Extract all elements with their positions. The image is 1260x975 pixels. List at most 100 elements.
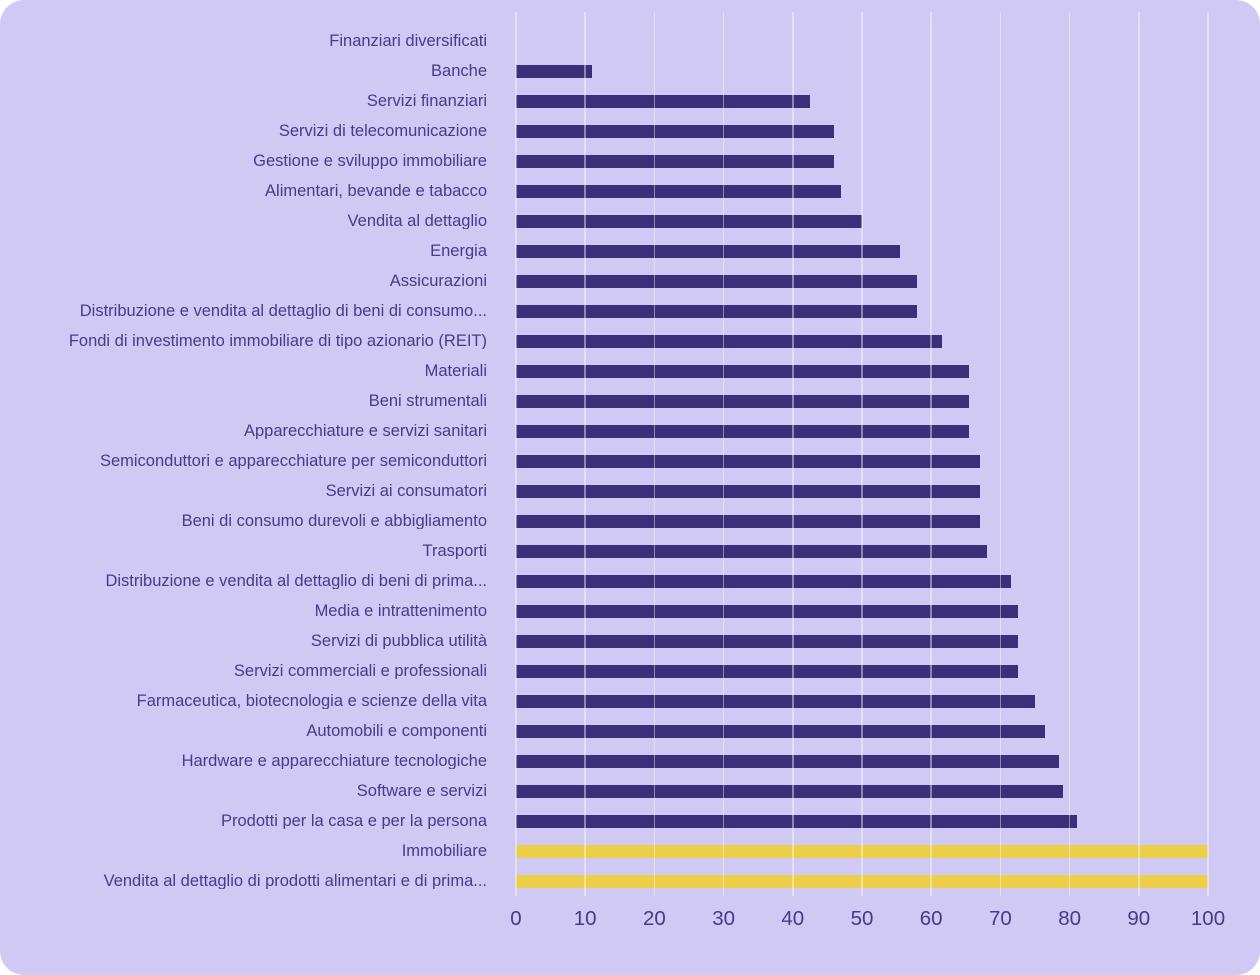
bar-row: Materiali	[0, 356, 1260, 386]
bar-row: Banche	[0, 56, 1260, 86]
category-label: Automobili e componenti	[306, 722, 487, 740]
bar	[516, 244, 901, 258]
bar-row: Fondi di investimento immobiliare di tip…	[0, 326, 1260, 356]
bar-row: Distribuzione e vendita al dettaglio di …	[0, 296, 1260, 326]
category-label: Immobiliare	[401, 842, 487, 860]
category-label: Beni strumentali	[368, 392, 487, 410]
x-tick-label: 40	[781, 907, 805, 930]
bar	[516, 274, 918, 288]
bar	[516, 604, 1018, 618]
bar-row: Vendita al dettaglio di prodotti aliment…	[0, 866, 1260, 896]
bar-row: Hardware e apparecchiature tecnologiche	[0, 746, 1260, 776]
category-label: Media e intrattenimento	[314, 602, 487, 620]
category-label: Energia	[430, 242, 487, 260]
bar-track	[516, 304, 1208, 318]
bar-track	[516, 64, 1208, 78]
bar-row: Assicurazioni	[0, 266, 1260, 296]
category-label: Banche	[431, 62, 487, 80]
category-label: Servizi ai consumatori	[325, 482, 487, 500]
bar-track	[516, 724, 1208, 738]
bar	[516, 304, 918, 318]
bar-row: Farmaceutica, biotecnologia e scienze de…	[0, 686, 1260, 716]
bar	[516, 124, 835, 138]
bar-track	[516, 514, 1208, 528]
bar-row: Semiconduttori e apparecchiature per sem…	[0, 446, 1260, 476]
category-label: Vendita al dettaglio	[347, 212, 487, 230]
bar-row: Servizi finanziari	[0, 86, 1260, 116]
category-label: Alimentari, bevande e tabacco	[265, 182, 487, 200]
bar-track	[516, 484, 1208, 498]
bar-track	[516, 244, 1208, 258]
bar-row: Vendita al dettaglio	[0, 206, 1260, 236]
category-label: Farmaceutica, biotecnologia e scienze de…	[136, 692, 487, 710]
bar-track	[516, 394, 1208, 408]
category-label: Servizi di telecomunicazione	[278, 122, 487, 140]
bar-row: Beni strumentali	[0, 386, 1260, 416]
bar-track	[516, 94, 1208, 108]
bar-rows: Finanziari diversificati Banche Servizi fi…	[0, 26, 1260, 896]
category-label: Fondi di investimento immobiliare di tip…	[68, 332, 487, 350]
x-tick-label: 90	[1127, 907, 1151, 930]
bar	[516, 694, 1035, 708]
bar-track	[516, 124, 1208, 138]
bar-row: Distribuzione e vendita al dettaglio di …	[0, 566, 1260, 596]
x-tick-label: 60	[919, 907, 943, 930]
bar-track	[516, 574, 1208, 588]
bar	[516, 394, 970, 408]
category-label: Gestione e sviluppo immobiliare	[253, 152, 487, 170]
x-tick-label: 80	[1058, 907, 1081, 930]
bar-track	[516, 784, 1208, 798]
bar	[516, 454, 980, 468]
category-label: Finanziari diversificati	[329, 32, 487, 50]
x-tick-label: 0	[510, 907, 522, 930]
bar-track	[516, 874, 1208, 888]
bar-track	[516, 274, 1208, 288]
bar	[516, 154, 835, 168]
x-tick-label: 10	[573, 907, 597, 930]
bar	[516, 814, 1077, 828]
bar	[516, 634, 1018, 648]
bar	[516, 574, 1011, 588]
category-label: Prodotti per la casa e per la persona	[221, 812, 487, 830]
x-tick-label: 20	[642, 907, 666, 930]
bar-track	[516, 184, 1208, 198]
category-label: Semiconduttori e apparecchiature per sem…	[99, 452, 487, 470]
category-label: Servizi finanziari	[366, 92, 487, 110]
bar	[516, 544, 987, 558]
bar-row: Prodotti per la casa e per la persona	[0, 806, 1260, 836]
bar-track	[516, 544, 1208, 558]
bar-row: Software e servizi	[0, 776, 1260, 806]
bar-row: Servizi di pubblica utilità	[0, 626, 1260, 656]
bar-row: Servizi di telecomunicazione	[0, 116, 1260, 146]
bar-row: Finanziari diversificati	[0, 26, 1260, 56]
bar	[516, 484, 980, 498]
bar-track	[516, 214, 1208, 228]
bar	[516, 424, 970, 438]
bar-row: Alimentari, bevande e tabacco	[0, 176, 1260, 206]
bar-track	[516, 364, 1208, 378]
category-label: Beni di consumo durevoli e abbigliamento	[181, 512, 487, 530]
bar-row: Automobili e componenti	[0, 716, 1260, 746]
bar-track	[516, 604, 1208, 618]
bar-row: Apparecchiature e servizi sanitari	[0, 416, 1260, 446]
bar-track	[516, 454, 1208, 468]
bar	[516, 364, 970, 378]
bar-track	[516, 154, 1208, 168]
x-tick-label: 70	[988, 907, 1012, 930]
bar-track	[516, 35, 1208, 48]
bar	[516, 334, 942, 348]
bar-track	[516, 424, 1208, 438]
category-label: Software e servizi	[356, 782, 487, 800]
bar-track	[516, 814, 1208, 828]
bar-row: Energia	[0, 236, 1260, 266]
bar-row: Servizi commerciali e professionali	[0, 656, 1260, 686]
category-label: Trasporti	[422, 542, 488, 560]
bar	[516, 94, 811, 108]
bar	[516, 784, 1063, 798]
bar-row: Gestione e sviluppo immobiliare	[0, 146, 1260, 176]
bar	[516, 724, 1046, 738]
bar	[516, 184, 842, 198]
category-label: Distribuzione e vendita al dettaglio di …	[79, 302, 487, 320]
category-label: Apparecchiature e servizi sanitari	[243, 422, 487, 440]
